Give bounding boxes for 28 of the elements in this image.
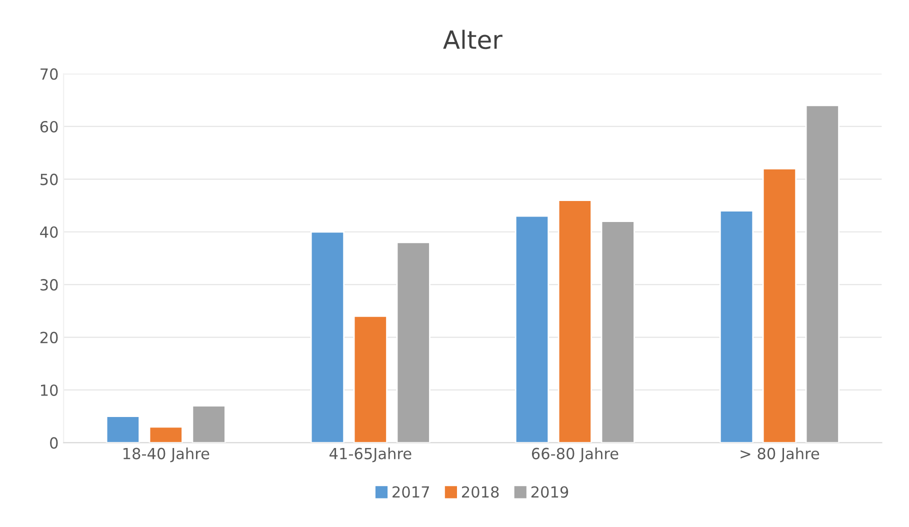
y-tick-label: 30 bbox=[40, 279, 58, 291]
bar bbox=[558, 200, 592, 443]
y-tick-label: 0 bbox=[50, 437, 58, 449]
legend-label: 2019 bbox=[531, 486, 568, 498]
y-tick-label: 40 bbox=[40, 226, 58, 238]
y-tick-label: 60 bbox=[40, 120, 58, 132]
bar bbox=[762, 168, 797, 443]
y-tick-label: 20 bbox=[40, 332, 58, 344]
bar bbox=[805, 104, 840, 443]
bar bbox=[106, 416, 140, 443]
x-tick-label: 41-65Jahre bbox=[330, 448, 412, 462]
chart-title: Alter bbox=[443, 30, 502, 50]
x-tick-label: 18-40 Jahre bbox=[124, 448, 210, 462]
x-tick-label: 66-80 Jahre bbox=[532, 448, 618, 462]
y-tick-label: 10 bbox=[41, 384, 58, 396]
bar bbox=[514, 215, 550, 443]
bar bbox=[192, 405, 226, 443]
bar bbox=[396, 242, 430, 443]
legend-label: 2018 bbox=[462, 486, 499, 498]
bar bbox=[719, 210, 754, 443]
y-tick-label: 70 bbox=[40, 68, 58, 80]
bar bbox=[600, 220, 635, 443]
bar bbox=[148, 426, 183, 443]
x-tick-label: > 80 Jahre bbox=[740, 448, 820, 462]
bar bbox=[353, 316, 388, 443]
y-tick-label: 50 bbox=[40, 174, 58, 186]
bar bbox=[310, 231, 345, 443]
legend-label: 2017 bbox=[392, 486, 430, 498]
